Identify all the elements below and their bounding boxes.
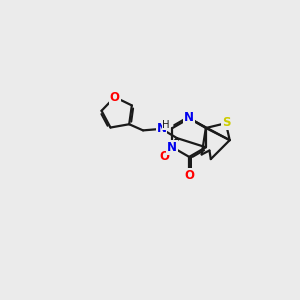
Text: O: O bbox=[160, 150, 170, 163]
Text: N: N bbox=[184, 111, 194, 124]
Text: O: O bbox=[184, 169, 194, 182]
Text: N: N bbox=[167, 141, 177, 154]
Text: S: S bbox=[222, 116, 231, 129]
Text: H: H bbox=[162, 120, 169, 130]
Text: N: N bbox=[157, 122, 166, 135]
Text: O: O bbox=[110, 91, 120, 103]
